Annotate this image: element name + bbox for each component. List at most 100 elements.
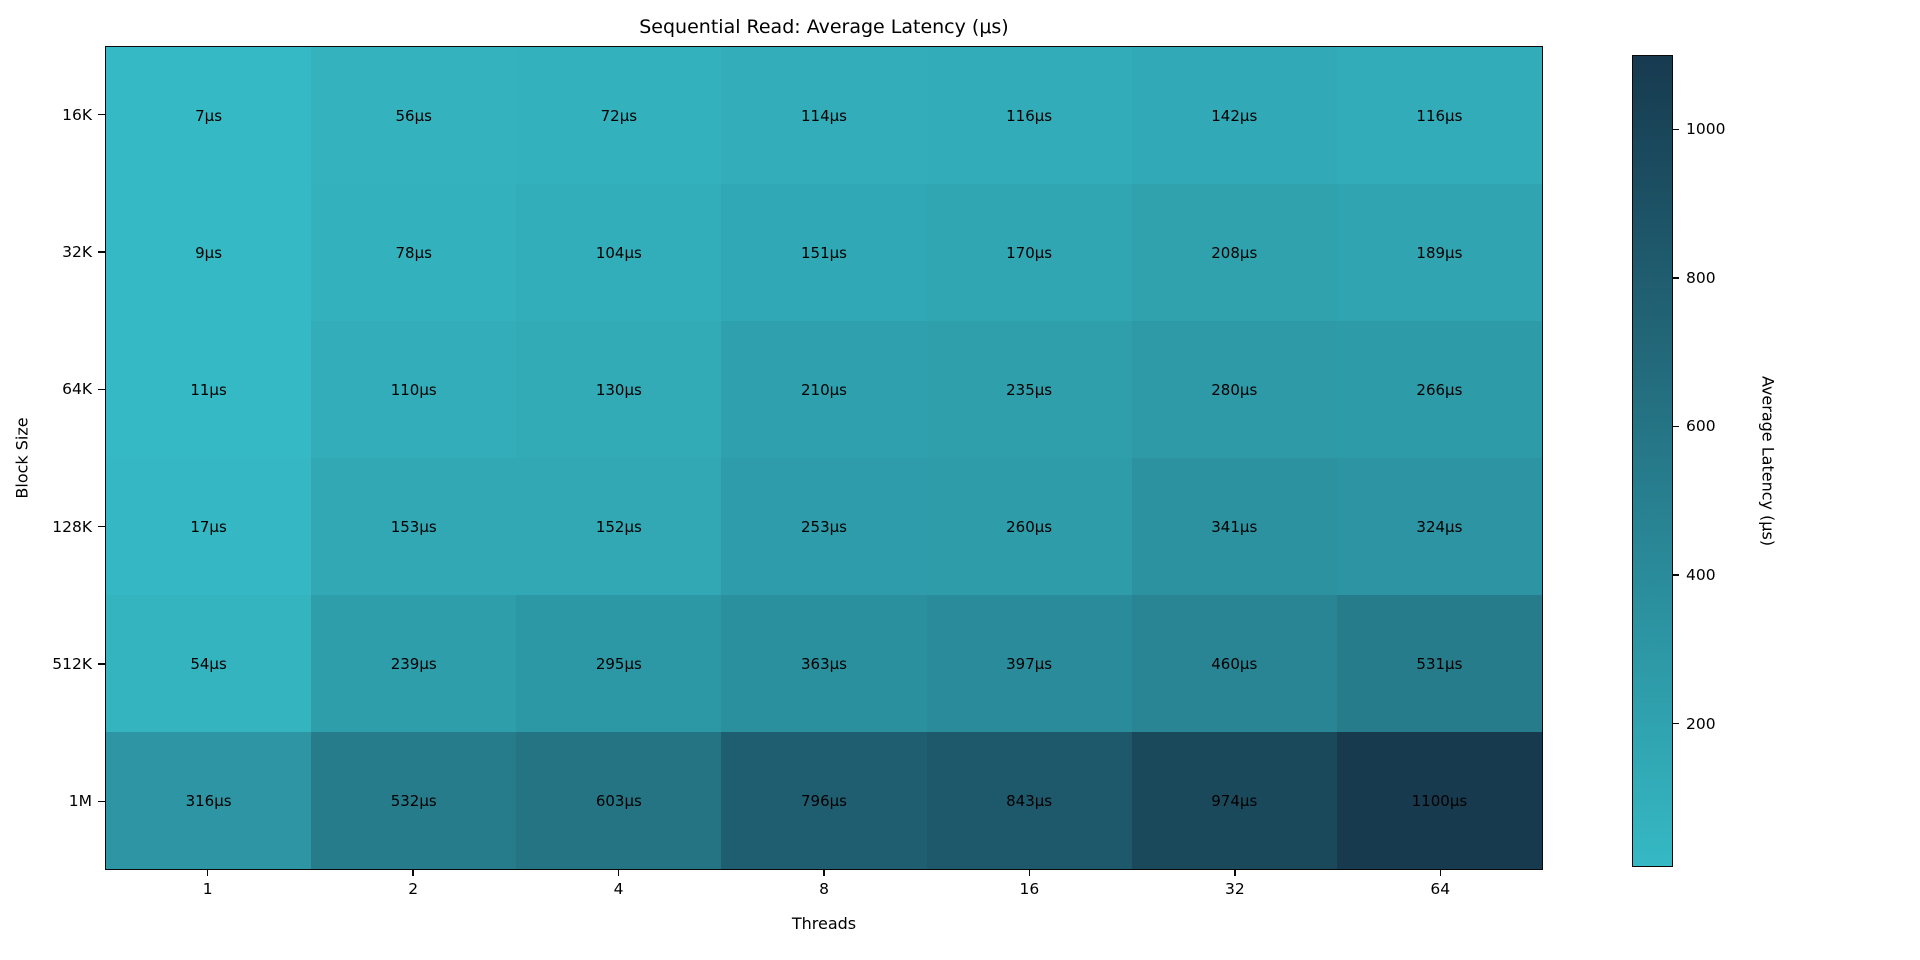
cell-value-label: 280μs (1211, 380, 1258, 399)
heatmap-cell: 152μs (516, 458, 722, 595)
cell-value-label: 460μs (1211, 654, 1258, 673)
cell-value-label: 110μs (390, 380, 437, 399)
cell-value-label: 363μs (800, 654, 847, 673)
y-tick-mark (98, 525, 105, 528)
cell-value-label: 7μs (195, 106, 223, 125)
x-tick-label: 2 (408, 880, 419, 898)
heatmap-cell: 235μs (926, 321, 1132, 458)
heatmap-cell: 341μs (1131, 458, 1337, 595)
cell-value-label: 295μs (595, 654, 642, 673)
y-tick-label: 1M (68, 792, 92, 811)
cell-value-label: 266μs (1416, 380, 1463, 399)
x-tick-mark (1234, 870, 1236, 876)
x-tick-mark (617, 870, 620, 876)
cell-value-label: 1100μs (1411, 791, 1468, 810)
cell-value-label: 9μs (195, 243, 223, 262)
cell-value-label: 104μs (595, 243, 642, 262)
x-tick-mark (1028, 870, 1031, 876)
x-tick-label: 8 (819, 880, 829, 898)
heatmap-cell: 532μs (311, 732, 517, 869)
heatmap-cell: 316μs (106, 732, 312, 869)
heatmap-cell: 153μs (311, 458, 517, 595)
cell-value-label: 170μs (1006, 243, 1053, 262)
colorbar-tick-mark (1673, 128, 1679, 130)
colorbar-tick-label: 800 (1686, 268, 1716, 287)
heatmap-cell: 72μs (516, 47, 722, 184)
heatmap-cell: 116μs (1336, 47, 1542, 184)
heatmap-cell: 7μs (106, 47, 312, 184)
colorbar-tick-mark (1673, 425, 1679, 428)
heatmap-cell: 253μs (721, 458, 927, 595)
x-tick-label: 16 (1019, 880, 1040, 898)
cell-value-label: 531μs (1416, 654, 1463, 673)
heatmap-cell: 843μs (926, 732, 1132, 869)
heatmap-cell: 208μs (1131, 184, 1337, 321)
heatmap-cell: 210μs (721, 321, 927, 458)
x-tick-label: 32 (1224, 880, 1245, 898)
chart-title: Sequential Read: Average Latency (μs) (639, 16, 1009, 38)
cell-value-label: 235μs (1006, 380, 1053, 399)
x-axis-label: Threads (791, 914, 857, 933)
colorbar-tick-label: 1000 (1686, 120, 1726, 139)
cell-value-label: 116μs (1006, 106, 1053, 125)
cell-value-label: 239μs (390, 654, 437, 673)
heatmap-cell: 9μs (106, 184, 312, 321)
heatmap-cell: 280μs (1131, 321, 1337, 458)
colorbar-tick-label: 400 (1686, 566, 1716, 585)
heatmap-plot-area: 7μs 56μs 72μs 114μs 116μs 142μs 116μs 9μs 78μs 10… (105, 46, 1543, 870)
cell-value-label: 253μs (800, 517, 847, 536)
heatmap-cell: 17μs (106, 458, 312, 595)
x-tick-mark (207, 870, 209, 876)
heatmap-cell: 531μs (1336, 595, 1542, 732)
cell-value-label: 153μs (390, 517, 437, 536)
heatmap-cell: 104μs (516, 184, 722, 321)
y-tick-mark (98, 251, 105, 253)
heatmap-cell: 397μs (926, 595, 1132, 732)
cell-value-label: 114μs (800, 106, 847, 125)
heatmap-cell: 363μs (721, 595, 927, 732)
y-tick-label: 512K (52, 655, 92, 673)
colorbar-tick-mark (1673, 277, 1679, 279)
heatmap-cell: 78μs (311, 184, 517, 321)
cell-value-label: 56μs (395, 106, 432, 125)
colorbar-label: Average Latency (μs) (1758, 375, 1778, 547)
cell-value-label: 116μs (1416, 106, 1463, 125)
heatmap-cell: 116μs (926, 47, 1132, 184)
heatmap-cell: 324μs (1336, 458, 1542, 595)
x-tick-mark (412, 870, 414, 876)
y-tick-label: 128K (52, 517, 92, 536)
cell-value-label: 843μs (1006, 791, 1053, 810)
cell-value-label: 142μs (1211, 106, 1258, 125)
cell-value-label: 78μs (395, 243, 432, 262)
heatmap-cell: 974μs (1131, 732, 1337, 869)
cell-value-label: 316μs (185, 791, 232, 810)
y-tick-label: 64K (62, 380, 92, 399)
x-tick-mark (823, 870, 825, 876)
colorbar-tick-label: 600 (1686, 417, 1716, 436)
heatmap-cell: 54μs (106, 595, 312, 732)
x-tick-mark (1439, 870, 1441, 876)
heatmap-cell: 151μs (721, 184, 927, 321)
heatmap-cell: 130μs (516, 321, 722, 458)
y-tick-mark (98, 113, 105, 116)
heatmap-cell: 266μs (1336, 321, 1542, 458)
cell-value-label: 324μs (1416, 517, 1463, 536)
heatmap-cell: 11μs (106, 321, 312, 458)
y-tick-mark (98, 800, 105, 803)
heatmap-cell: 796μs (721, 732, 927, 869)
heatmap-cell: 239μs (311, 595, 517, 732)
cell-value-label: 210μs (800, 380, 847, 399)
heatmap-cell: 114μs (721, 47, 927, 184)
y-tick-label: 32K (62, 243, 92, 261)
x-tick-label: 1 (202, 880, 213, 898)
x-tick-label: 4 (613, 880, 624, 898)
cell-value-label: 208μs (1211, 243, 1258, 262)
colorbar-tick-mark (1673, 722, 1679, 725)
heatmap-cell: 295μs (516, 595, 722, 732)
cell-value-label: 54μs (190, 654, 227, 673)
cell-value-label: 260μs (1006, 517, 1053, 536)
cell-value-label: 341μs (1211, 517, 1258, 536)
cell-value-label: 130μs (595, 380, 642, 399)
colorbar (1632, 55, 1673, 867)
